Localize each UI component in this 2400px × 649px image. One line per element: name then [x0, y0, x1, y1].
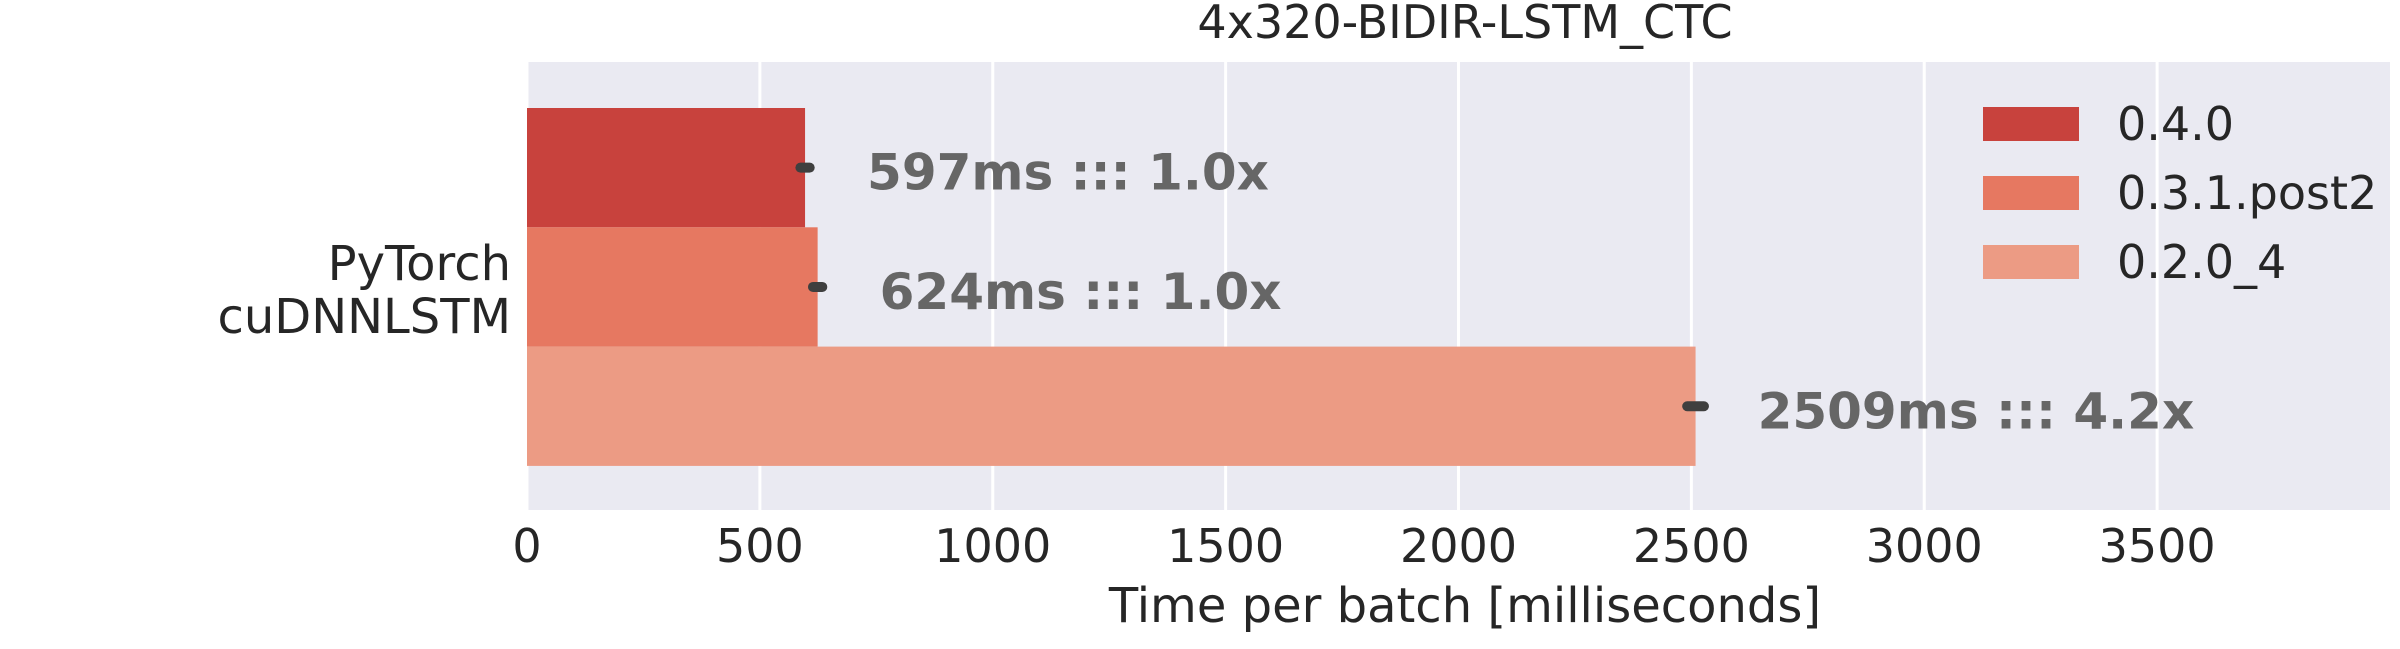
bar-0.3.1.post2 — [527, 227, 818, 347]
x-tick-label-1500: 1500 — [1167, 519, 1284, 573]
bar-0.2.0_4 — [527, 346, 1696, 466]
bar-label-0.2.0_4: 2509ms ::: 4.2x — [1758, 382, 2195, 440]
x-tick-label-1000: 1000 — [934, 519, 1051, 573]
x-tick-label-2000: 2000 — [1400, 519, 1517, 573]
x-tick-label-500: 500 — [716, 519, 804, 573]
x-tick-label-3000: 3000 — [1866, 519, 1983, 573]
x-tick-label-0: 0 — [512, 519, 541, 573]
x-tick-label-2500: 2500 — [1633, 519, 1750, 573]
legend-swatch-0.2.0_4 — [1983, 245, 2079, 279]
legend-swatch-0.4.0 — [1983, 107, 2079, 141]
category-label-line-1: cuDNNLSTM — [217, 289, 511, 345]
bar-label-0.4.0: 597ms ::: 1.0x — [867, 144, 1269, 202]
legend-label-0.4.0: 0.4.0 — [2117, 97, 2234, 151]
legend-swatch-0.3.1.post2 — [1983, 176, 2079, 210]
legend: 0.4.0 0.3.1.post2 0.2.0_4 — [1983, 97, 2377, 289]
legend-label-0.2.0_4: 0.2.0_4 — [2117, 235, 2286, 289]
legend-label-0.3.1.post2: 0.3.1.post2 — [2117, 166, 2377, 220]
x-axis-label: Time per batch [milliseconds] — [1108, 578, 1821, 634]
bars — [527, 108, 1709, 466]
chart-title: 4x320-BIDIR-LSTM_CTC — [1197, 0, 1732, 49]
bar-label-0.3.1.post2: 624ms ::: 1.0x — [880, 263, 1282, 321]
x-tick-label-3500: 3500 — [2099, 519, 2216, 573]
category-label-line-0: PyTorch — [328, 236, 511, 292]
x-tick-labels: 0 500 1000 1500 2000 2500 3000 3500 — [512, 519, 2215, 573]
bar-0.4.0 — [527, 108, 806, 228]
